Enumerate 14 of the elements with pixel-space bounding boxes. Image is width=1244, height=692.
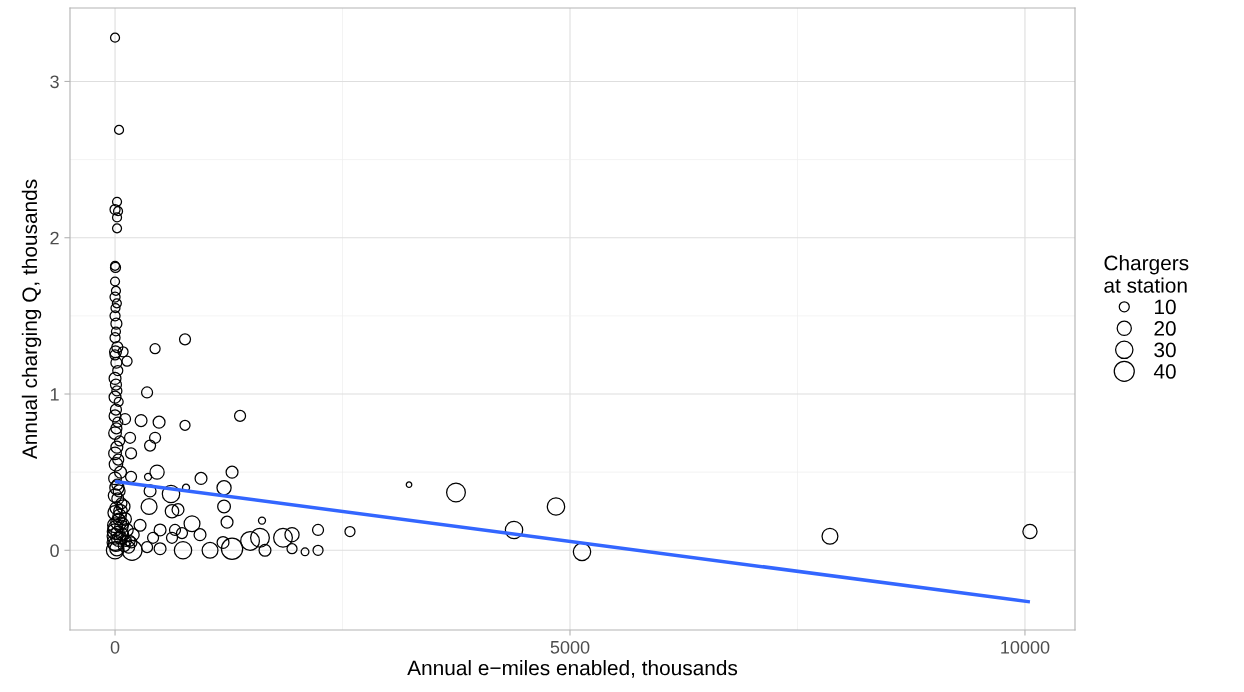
x-tick-label: 5000 bbox=[550, 640, 590, 654]
legend-label: 40 bbox=[1153, 364, 1176, 379]
y-tick-label: 1 bbox=[50, 388, 59, 401]
y-tick-label: 3 bbox=[50, 75, 59, 89]
legend-label: 20 bbox=[1154, 321, 1176, 336]
y-tick-label: 2 bbox=[50, 231, 59, 245]
x-axis-title: Annual e−miles enabled, thousands bbox=[407, 660, 738, 678]
y-axis-title: Annual charging Q, thousands bbox=[21, 179, 42, 460]
x-tick-label: 10000 bbox=[1001, 640, 1050, 654]
legend-label: 10 bbox=[1155, 299, 1176, 315]
legend-title: Chargers at station bbox=[1104, 255, 1189, 293]
x-tick-label: 0 bbox=[110, 640, 120, 654]
y-tick-label: 0 bbox=[50, 544, 59, 558]
legend-label: 30 bbox=[1154, 342, 1176, 358]
